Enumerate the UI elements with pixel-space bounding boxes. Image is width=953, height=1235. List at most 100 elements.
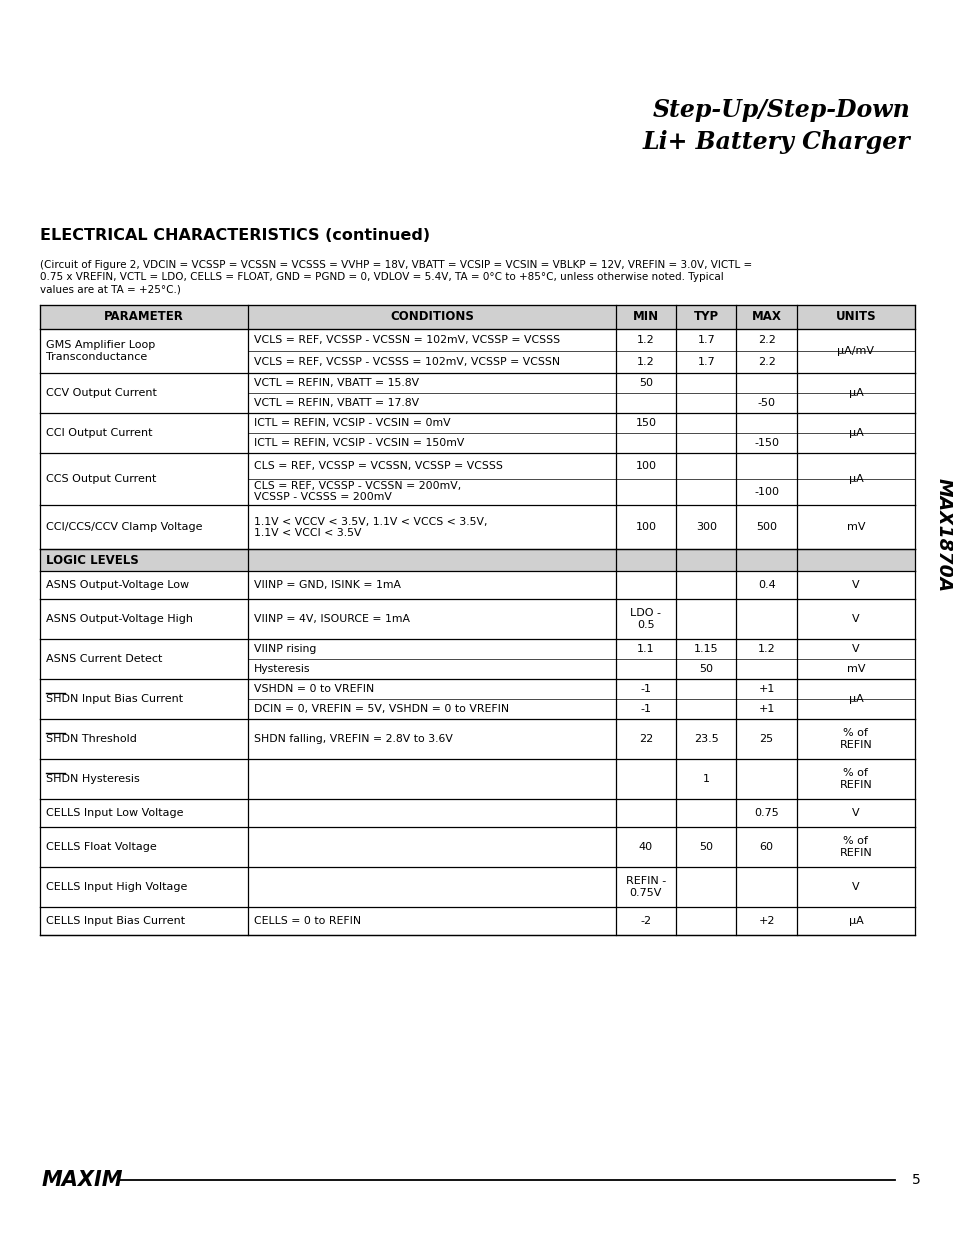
Text: 1.7: 1.7 <box>697 357 715 367</box>
Text: CONDITIONS: CONDITIONS <box>390 310 474 324</box>
Text: 100: 100 <box>635 461 656 471</box>
Text: REFIN: REFIN <box>839 740 871 750</box>
Text: -1: -1 <box>639 704 651 714</box>
Text: 1.7: 1.7 <box>697 335 715 345</box>
Text: CELLS Input Low Voltage: CELLS Input Low Voltage <box>46 808 183 818</box>
Text: 0.75: 0.75 <box>754 808 779 818</box>
Text: -50: -50 <box>757 398 775 408</box>
Text: 100: 100 <box>635 522 656 532</box>
Text: 1.2: 1.2 <box>757 643 775 655</box>
Text: -2: -2 <box>639 916 651 926</box>
Text: 1.2: 1.2 <box>637 335 654 345</box>
Text: 1.2: 1.2 <box>637 357 654 367</box>
Text: ELECTRICAL CHARACTERISTICS (continued): ELECTRICAL CHARACTERISTICS (continued) <box>40 227 430 242</box>
Text: MAX: MAX <box>751 310 781 324</box>
Text: μA/mV: μA/mV <box>837 346 874 356</box>
Text: 1: 1 <box>702 774 709 784</box>
Text: SHDN falling, VREFIN = 2.8V to 3.6V: SHDN falling, VREFIN = 2.8V to 3.6V <box>254 734 453 743</box>
Text: mV: mV <box>846 664 864 674</box>
Text: 50: 50 <box>699 842 713 852</box>
Text: REFIN -: REFIN - <box>625 877 665 887</box>
Text: 23.5: 23.5 <box>693 734 718 743</box>
Text: Li+ Battery Charger: Li+ Battery Charger <box>641 130 909 154</box>
Text: ICTL = REFIN, VCSIP - VCSIN = 0mV: ICTL = REFIN, VCSIP - VCSIN = 0mV <box>254 417 451 429</box>
Text: 50: 50 <box>699 664 713 674</box>
Text: 25: 25 <box>759 734 773 743</box>
Text: mV: mV <box>846 522 864 532</box>
Text: μA: μA <box>847 694 862 704</box>
Text: CCV Output Current: CCV Output Current <box>46 388 156 398</box>
Text: VCLS = REF, VCSSP - VCSSN = 102mV, VCSSP = VCSSS: VCLS = REF, VCSSP - VCSSN = 102mV, VCSSP… <box>254 335 559 345</box>
Text: -100: -100 <box>754 487 779 496</box>
Text: SHDN Hysteresis: SHDN Hysteresis <box>46 774 139 784</box>
Text: UNITS: UNITS <box>835 310 876 324</box>
Text: VCLS = REF, VCSSP - VCSSS = 102mV, VCSSP = VCSSN: VCLS = REF, VCSSP - VCSSS = 102mV, VCSSP… <box>254 357 559 367</box>
Text: % of: % of <box>842 768 867 778</box>
Text: MAXIM: MAXIM <box>42 1170 123 1191</box>
Text: +1: +1 <box>758 684 774 694</box>
Text: -1: -1 <box>639 684 651 694</box>
Text: 500: 500 <box>756 522 777 532</box>
Text: DCIN = 0, VREFIN = 5V, VSHDN = 0 to VREFIN: DCIN = 0, VREFIN = 5V, VSHDN = 0 to VREF… <box>254 704 509 714</box>
Text: ICTL = REFIN, VCSIP - VCSIN = 150mV: ICTL = REFIN, VCSIP - VCSIN = 150mV <box>254 438 464 448</box>
Text: V: V <box>851 643 859 655</box>
Text: Step-Up/Step-Down: Step-Up/Step-Down <box>652 98 909 122</box>
Text: CCS Output Current: CCS Output Current <box>46 474 156 484</box>
Text: LDO -: LDO - <box>630 609 660 619</box>
Text: 50: 50 <box>639 378 652 388</box>
Text: ASNS Output-Voltage High: ASNS Output-Voltage High <box>46 614 193 624</box>
Text: PARAMETER: PARAMETER <box>104 310 184 324</box>
Text: 300: 300 <box>695 522 716 532</box>
Text: V: V <box>851 614 859 624</box>
Text: V: V <box>851 808 859 818</box>
Text: VIINP = 4V, ISOURCE = 1mA: VIINP = 4V, ISOURCE = 1mA <box>254 614 410 624</box>
Text: VCSSP - VCSSS = 200mV: VCSSP - VCSSS = 200mV <box>254 493 392 503</box>
Text: 1.1: 1.1 <box>637 643 654 655</box>
Text: (Circuit of Figure 2, VDCIN = VCSSP = VCSSN = VCSSS = VVHP = 18V, VBATT = VCSIP : (Circuit of Figure 2, VDCIN = VCSSP = VC… <box>40 261 752 270</box>
Text: μA: μA <box>847 429 862 438</box>
Text: 60: 60 <box>759 842 773 852</box>
Text: GMS Amplifier Loop
Transconductance: GMS Amplifier Loop Transconductance <box>46 340 155 362</box>
Text: +1: +1 <box>758 704 774 714</box>
Text: +2: +2 <box>758 916 774 926</box>
Text: MAX1870A: MAX1870A <box>934 478 952 592</box>
Text: CLS = REF, VCSSP - VCSSN = 200mV,: CLS = REF, VCSSP - VCSSN = 200mV, <box>254 482 461 492</box>
Text: 1.15: 1.15 <box>693 643 718 655</box>
Text: 5: 5 <box>911 1173 920 1187</box>
Text: 0.75 x VREFIN, VCTL = LDO, CELLS = FLOAT, GND = PGND = 0, VDLOV = 5.4V, TA = 0°C: 0.75 x VREFIN, VCTL = LDO, CELLS = FLOAT… <box>40 272 723 282</box>
Text: μA: μA <box>847 916 862 926</box>
Bar <box>40 550 914 571</box>
Text: 0.5: 0.5 <box>637 620 654 630</box>
Text: 40: 40 <box>639 842 652 852</box>
Text: CELLS Float Voltage: CELLS Float Voltage <box>46 842 156 852</box>
Text: CELLS = 0 to REFIN: CELLS = 0 to REFIN <box>254 916 361 926</box>
Text: CCI/CCS/CCV Clamp Voltage: CCI/CCS/CCV Clamp Voltage <box>46 522 202 532</box>
Text: CLS = REF, VCSSP = VCSSN, VCSSP = VCSSS: CLS = REF, VCSSP = VCSSN, VCSSP = VCSSS <box>254 461 502 471</box>
Text: 0.4: 0.4 <box>757 580 775 590</box>
Text: 150: 150 <box>635 417 656 429</box>
Text: 22: 22 <box>639 734 653 743</box>
Text: CELLS Input High Voltage: CELLS Input High Voltage <box>46 882 187 892</box>
Text: ASNS Current Detect: ASNS Current Detect <box>46 655 162 664</box>
Text: REFIN: REFIN <box>839 779 871 789</box>
Text: 1.1V < VCCV < 3.5V, 1.1V < VCCS < 3.5V,: 1.1V < VCCV < 3.5V, 1.1V < VCCS < 3.5V, <box>254 516 487 526</box>
Text: VCTL = REFIN, VBATT = 15.8V: VCTL = REFIN, VBATT = 15.8V <box>254 378 419 388</box>
Text: VIINP = GND, ISINK = 1mA: VIINP = GND, ISINK = 1mA <box>254 580 401 590</box>
Text: μA: μA <box>847 388 862 398</box>
Text: TYP: TYP <box>693 310 719 324</box>
Text: CCI Output Current: CCI Output Current <box>46 429 152 438</box>
Text: 0.75V: 0.75V <box>629 888 661 898</box>
Text: V: V <box>851 882 859 892</box>
Text: VSHDN = 0 to VREFIN: VSHDN = 0 to VREFIN <box>254 684 375 694</box>
Text: V: V <box>851 580 859 590</box>
Text: ASNS Output-Voltage Low: ASNS Output-Voltage Low <box>46 580 189 590</box>
Bar <box>40 305 914 329</box>
Text: VIINP rising: VIINP rising <box>254 643 316 655</box>
Text: LOGIC LEVELS: LOGIC LEVELS <box>46 553 138 567</box>
Text: values are at TA = +25°C.): values are at TA = +25°C.) <box>40 284 181 294</box>
Text: REFIN: REFIN <box>839 847 871 857</box>
Text: -150: -150 <box>754 438 779 448</box>
Text: 2.2: 2.2 <box>757 335 775 345</box>
Text: % of: % of <box>842 729 867 739</box>
Text: % of: % of <box>842 836 867 846</box>
